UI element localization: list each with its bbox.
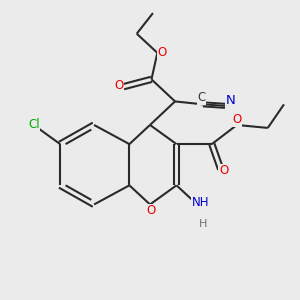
Text: O: O bbox=[232, 113, 242, 126]
Text: C: C bbox=[197, 92, 206, 104]
Text: O: O bbox=[147, 205, 156, 218]
Text: NH: NH bbox=[192, 196, 209, 208]
Text: H: H bbox=[199, 219, 207, 229]
Text: O: O bbox=[115, 79, 124, 92]
Text: N: N bbox=[226, 94, 235, 107]
Text: O: O bbox=[219, 164, 228, 177]
Text: Cl: Cl bbox=[28, 118, 40, 131]
Text: O: O bbox=[157, 46, 167, 59]
